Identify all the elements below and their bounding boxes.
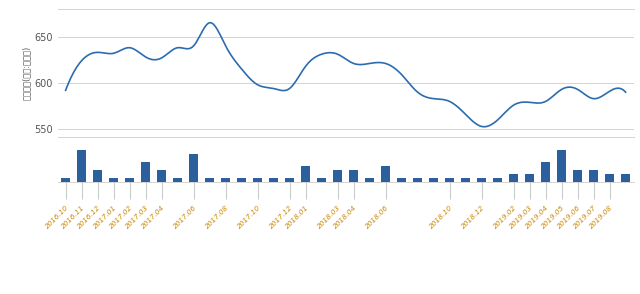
Bar (141, 162, 150, 182)
Bar (589, 170, 598, 182)
Bar (429, 178, 438, 182)
Bar (205, 178, 214, 182)
Bar (445, 178, 454, 182)
Bar (61, 178, 70, 182)
Bar (317, 178, 326, 182)
Y-axis label: 거래금액(단위:백만원): 거래금액(단위:백만원) (22, 46, 31, 100)
Bar (125, 178, 134, 182)
Bar (173, 178, 182, 182)
Bar (509, 174, 518, 182)
Bar (349, 170, 358, 182)
Bar (77, 150, 86, 182)
Bar (365, 178, 374, 182)
Bar (253, 178, 262, 182)
Bar (269, 178, 278, 182)
Bar (237, 178, 246, 182)
Bar (557, 150, 566, 182)
Bar (573, 170, 582, 182)
Bar (381, 166, 390, 182)
Bar (605, 174, 614, 182)
Bar (525, 174, 534, 182)
Bar (413, 178, 422, 182)
Bar (93, 170, 102, 182)
Bar (157, 170, 166, 182)
Bar (221, 178, 230, 182)
Bar (621, 174, 630, 182)
Bar (285, 178, 294, 182)
Bar (397, 178, 406, 182)
Bar (333, 170, 342, 182)
Bar (493, 178, 502, 182)
Bar (109, 178, 118, 182)
Bar (477, 178, 486, 182)
Bar (189, 154, 198, 182)
Bar (461, 178, 470, 182)
Bar (541, 162, 550, 182)
Bar (301, 166, 310, 182)
